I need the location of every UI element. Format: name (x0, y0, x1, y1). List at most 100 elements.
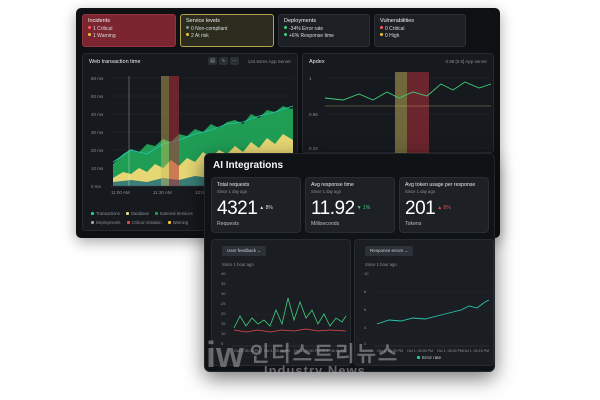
service-at-risk: 2 At risk (186, 32, 268, 40)
vuln-critical: 0 Critical (380, 26, 460, 33)
warning-band (161, 76, 169, 186)
warning-dot-icon (380, 32, 383, 36)
warning-dot-icon (186, 32, 189, 36)
kpi-delta-up: ▲ 8% (437, 205, 451, 211)
y-tick-label: 0 ms (91, 184, 101, 189)
vulnerabilities-title: Vulnerabilities (380, 18, 415, 24)
legend-transactions[interactable]: Transactions (91, 211, 120, 216)
response-errors-dropdown[interactable]: Response errors ⌄ (365, 246, 414, 256)
deployments-card[interactable]: Deployments -34% Error rate +6% Response… (278, 14, 370, 47)
incidents-card[interactable]: Incidents 1 Critical 1 Warning (82, 14, 176, 47)
y-tick-label: 50 ms (91, 94, 104, 99)
kpi-unit: Tokens (405, 221, 422, 227)
feedback-red-line (233, 328, 347, 333)
y-tick-label: 30 (221, 291, 226, 296)
kpi-avg-token-usage[interactable]: Avg token usage per response Since 1 day… (399, 177, 489, 233)
kpi-delta-down: ▼ 1% (356, 205, 371, 211)
y-tick-label: 40 ms (91, 112, 104, 117)
y-tick-label: 35 (221, 281, 226, 286)
kpi-avg-response-time[interactable]: Avg response time Since 1 day ago 11.92 ▼… (305, 177, 395, 233)
response-errors-chart-card: Response errors ⌄ Since 1 hour ago 10 8 … (354, 239, 494, 366)
incidents-warning: 1 Warning (88, 32, 170, 40)
web-legend-row-2: Deployments Critical Violation Warning (91, 220, 193, 225)
transactions-line (112, 105, 294, 163)
kpi-title: Avg token usage per response (405, 182, 476, 188)
apdex-y-tick: 0.66 (309, 112, 318, 117)
x-tick-label: Oct 1, 05:30 PM (377, 349, 403, 353)
x-tick-label: Oct 1, 05:30 PM (234, 349, 260, 353)
service-noncompliant: 0 Non-compliant (186, 26, 268, 33)
web-transaction-title: Web transaction time (89, 59, 141, 65)
legend-deployments[interactable]: Deployments (91, 220, 120, 225)
kpi-since: Since 1 day ago (405, 189, 436, 194)
y-tick-label: 40 (221, 271, 226, 276)
critical-dot-icon (88, 26, 91, 29)
deployments-title: Deployments (284, 18, 317, 24)
deploy-error-rate: -34% Error rate (284, 26, 364, 33)
critical-dot-icon (380, 26, 383, 29)
area-chart-icon[interactable]: ▤ (208, 57, 217, 65)
ai-integrations-title: AI Integrations (213, 160, 284, 171)
y-tick-label: 5 (221, 341, 224, 346)
y-tick-label: 60 ms (91, 76, 104, 81)
kpi-title: Total requests (217, 182, 250, 188)
kpi-total-requests[interactable]: Total requests Since 1 day ago 4321 ▲ 8% … (211, 177, 301, 233)
user-feedback-dropdown[interactable]: User feedback ⌄ (222, 246, 267, 256)
y-tick-label: 20 ms (91, 148, 104, 153)
feedback-green-line (233, 297, 347, 329)
x-tick-label: Oct 1, 06:00 PM (437, 349, 463, 353)
apdex-y-tick: 1 (309, 76, 312, 81)
legend-warning[interactable]: Warning (167, 220, 188, 225)
kpi-since: Since 1 day ago (311, 189, 342, 194)
dashboard-back: Incidents 1 Critical 1 Warning Service l… (76, 8, 500, 238)
y-tick-label: 30 ms (91, 130, 104, 135)
user-feedback-chart-card: User feedback ⌄ Since 1 hour ago 40 35 3… (211, 239, 351, 366)
kpi-unit: Milliseconds (311, 221, 340, 227)
kpi-since: Since 1 day ago (217, 189, 248, 194)
deploy-response-time: +6% Response time (284, 32, 364, 40)
ai-integrations-panel: AI Integrations Total requests Since 1 d… (204, 153, 495, 372)
web-transaction-subtitle: 142.64ms App Server (247, 59, 291, 64)
incidents-title: Incidents (88, 18, 111, 24)
service-levels-title: Service levels (186, 18, 220, 24)
warning-dot-icon (88, 32, 91, 36)
error-rate-legend[interactable]: Error rate (417, 355, 441, 360)
kpi-title: Avg response time (311, 182, 354, 188)
apdex-y-tick: 0.33 (309, 146, 318, 151)
apdex-chart (324, 72, 492, 154)
error-rate-line (376, 299, 490, 325)
service-levels-card[interactable]: Service levels 0 Non-compliant 2 At risk (180, 14, 274, 47)
kpi-value: 4321 ▲ 8% (217, 198, 273, 219)
y-tick-label: 20 (221, 311, 226, 316)
y-tick-label: 15 (221, 321, 226, 326)
x-tick-label: Oct 1, 06:15 PM (463, 349, 489, 353)
x-tick-label: 11:00 AM (111, 190, 130, 195)
critical-band (169, 76, 179, 186)
more-icon[interactable]: ⋯ (230, 57, 239, 65)
y-tick-label: 8 (364, 289, 367, 294)
apdex-panel: Apdex 0.98 [0.5] App server 1 0.66 0.33 (302, 53, 494, 154)
chart-since: Since 1 hour ago (222, 262, 254, 267)
kpi-delta-up: ▲ 8% (259, 205, 273, 211)
apdex-subtitle: 0.98 [0.5] App server (445, 59, 487, 64)
kpi-unit: Requests (217, 221, 239, 227)
legend-database[interactable]: Database (126, 211, 149, 216)
neutral-dot-icon (186, 26, 189, 29)
apdex-line (324, 81, 492, 101)
x-tick-label: Oct 1, 06:00 PM (294, 349, 320, 353)
vuln-high: 0 High (380, 32, 460, 40)
kpi-value: 201 ▲ 8% (405, 198, 451, 219)
web-legend-row-1: Transactions Database External Services (91, 211, 198, 216)
kpi-value: 11.92 ▼ 1% (311, 198, 371, 219)
legend-critical-violation[interactable]: Critical Violation (126, 220, 162, 225)
y-tick-label: 10 (364, 271, 369, 276)
user-feedback-chart: 40 35 30 25 20 15 10 5 Oct 1, 05:30 PM O… (221, 271, 347, 353)
line-chart-icon[interactable]: ∿ (219, 57, 228, 65)
apdex-title: Apdex (309, 59, 325, 65)
legend-external-services[interactable]: External Services (155, 211, 193, 216)
apdex-critical-band (407, 72, 429, 154)
y-tick-label: 4 (364, 325, 367, 330)
vulnerabilities-card[interactable]: Vulnerabilities 0 Critical 0 High (374, 14, 466, 47)
y-tick-label: 10 (221, 331, 226, 336)
chart-since: Since 1 hour ago (365, 262, 397, 267)
